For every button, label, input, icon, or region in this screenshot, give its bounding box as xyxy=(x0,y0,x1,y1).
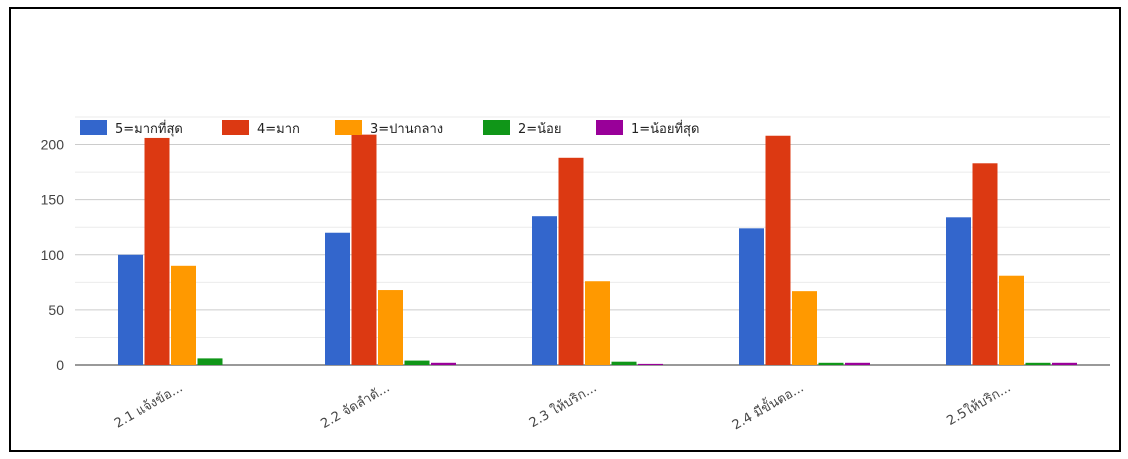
bar xyxy=(765,135,791,365)
bar xyxy=(404,360,430,365)
bar xyxy=(999,275,1024,365)
legend-swatch xyxy=(335,120,362,135)
bar xyxy=(532,216,557,365)
bar xyxy=(818,362,844,365)
x-tick-label: 2.4 มีขั้นตอ... xyxy=(728,378,806,433)
x-axis-labels: 2.1 แจ้งข้อ... 2.2 จัดลำดั... 2.3 ให้บริก.… xyxy=(112,378,1014,433)
bar xyxy=(638,363,663,365)
bar xyxy=(351,134,377,365)
x-tick-label: 2.1 แจ้งข้อ... xyxy=(112,380,186,431)
y-tick-label: 150 xyxy=(41,192,65,208)
legend-swatch xyxy=(222,120,249,135)
legend-swatch xyxy=(483,120,510,135)
legend-label: 1=น้อยที่สุด xyxy=(631,120,699,137)
bar xyxy=(972,163,998,365)
bar xyxy=(611,361,637,365)
bar xyxy=(739,228,764,365)
legend-label: 5=มากที่สุด xyxy=(115,120,183,137)
x-tick-label: 2.5ให้บริก... xyxy=(944,380,1014,429)
bars xyxy=(118,134,1077,365)
bar xyxy=(1052,362,1077,365)
bar xyxy=(946,217,971,365)
bar xyxy=(792,291,817,365)
bar xyxy=(118,254,143,365)
bar xyxy=(845,362,870,365)
gridlines xyxy=(75,116,1110,366)
bar xyxy=(378,290,403,365)
legend-label: 2=น้อย xyxy=(518,122,561,137)
legend-label: 4=มาก xyxy=(257,122,300,137)
legend: 5=มากที่สุด 4=มาก 3=ปานกลาง 2=น้อย 1=น้อยที่… xyxy=(80,120,699,137)
bar xyxy=(197,358,223,365)
bar xyxy=(171,265,196,365)
bar xyxy=(144,137,170,365)
legend-swatch xyxy=(596,120,623,135)
bar xyxy=(431,362,456,365)
bar xyxy=(585,281,610,365)
bar xyxy=(325,232,350,365)
y-tick-label: 200 xyxy=(41,137,65,153)
legend-swatch xyxy=(80,120,107,135)
y-axis-ticks: 0 50 100 150 200 xyxy=(41,137,65,373)
bar xyxy=(558,157,584,365)
x-tick-label: 2.3 ให้บริก... xyxy=(526,380,599,431)
legend-label: 3=ปานกลาง xyxy=(370,122,443,137)
y-tick-label: 100 xyxy=(41,247,65,263)
bar xyxy=(1025,362,1051,365)
y-tick-label: 0 xyxy=(56,357,64,373)
x-tick-label: 2.2 จัดลำดั... xyxy=(318,380,392,431)
y-tick-label: 50 xyxy=(48,302,64,318)
